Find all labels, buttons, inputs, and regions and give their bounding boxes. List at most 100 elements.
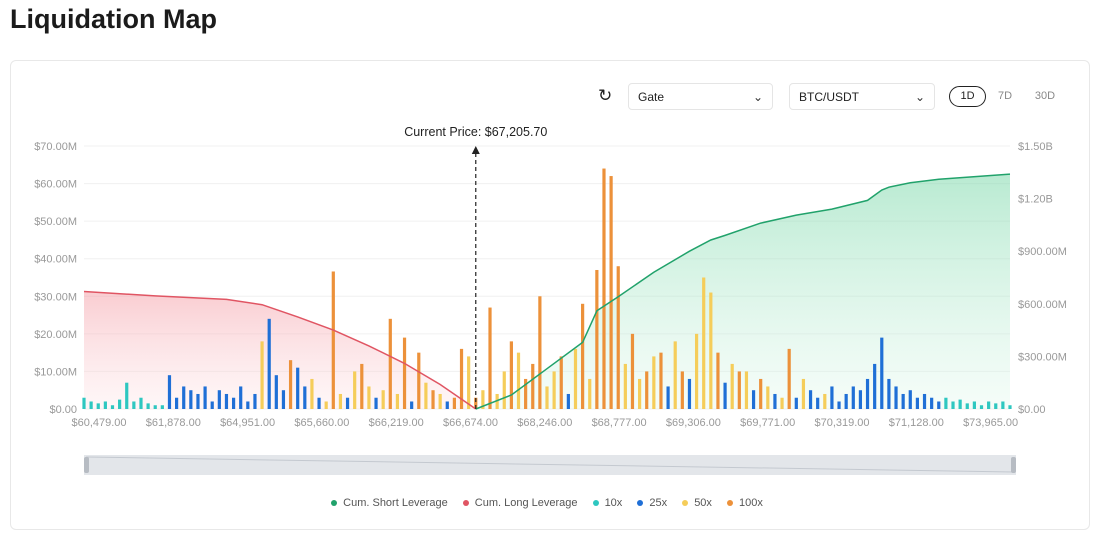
legend-100x[interactable]: 100x <box>727 497 763 509</box>
legend-25x[interactable]: 25x <box>637 497 667 509</box>
10x-dot-icon <box>592 500 599 507</box>
bar-100x <box>360 363 364 409</box>
bar-50x <box>552 371 556 409</box>
bar-25x <box>666 386 670 409</box>
bar-100x <box>459 348 464 409</box>
bar-50x <box>516 352 521 409</box>
bar-50x <box>367 386 371 409</box>
25x-dot-icon <box>637 500 644 507</box>
bar-50x <box>573 348 578 409</box>
pair-value: BTC/USDT <box>799 90 859 104</box>
x-tick-label: $70,319.00 <box>814 417 869 429</box>
bar-25x <box>887 378 891 409</box>
bar-10x <box>118 399 122 409</box>
bar-25x <box>851 386 855 409</box>
left-tick-label: $30.00M <box>34 291 77 303</box>
bar-25x <box>773 393 777 409</box>
bar-100x <box>488 307 492 409</box>
bar-10x <box>125 382 129 409</box>
right-tick-label: $600.00M <box>1018 299 1067 311</box>
bar-100x <box>431 390 435 409</box>
legend-label: Cum. Short Leverage <box>343 497 448 509</box>
bar-10x <box>972 401 976 409</box>
bar-25x <box>231 397 236 409</box>
legend-short[interactable]: Cum. Short Leverage <box>331 497 448 509</box>
pair-select[interactable]: BTC/USDT ⌄ <box>789 83 935 110</box>
bar-25x <box>894 386 898 409</box>
left-tick-label: $0.00 <box>49 404 77 416</box>
bar-25x <box>844 393 848 409</box>
period-30d[interactable]: 30D <box>1034 90 1056 102</box>
x-tick-label: $60,479.00 <box>71 417 126 429</box>
bar-10x <box>958 399 962 409</box>
legend-long[interactable]: Cum. Long Leverage <box>462 497 578 509</box>
refresh-icon[interactable]: ↻ <box>598 86 613 105</box>
bar-100x <box>288 360 293 409</box>
slider-handle-left[interactable] <box>84 457 89 473</box>
legend-label: 25x <box>649 497 668 509</box>
legend: Cum. Short Leverage Cum. Long Leverage 1… <box>0 497 1094 509</box>
bar-100x <box>630 333 635 409</box>
x-tick-label: $68,777.00 <box>592 417 647 429</box>
left-tick-label: $50.00M <box>34 216 77 228</box>
left-tick-label: $20.00M <box>34 329 77 341</box>
bar-10x <box>153 405 157 409</box>
bar-10x <box>89 401 93 409</box>
period-7d[interactable]: 7D <box>997 90 1013 102</box>
bar-10x <box>146 403 150 409</box>
bar-25x <box>908 390 912 409</box>
bar-100x <box>559 356 563 409</box>
bar-100x <box>659 352 663 409</box>
bar-50x <box>780 397 784 409</box>
exchange-value: Gate <box>638 90 665 104</box>
legend-10x[interactable]: 10x <box>592 497 623 509</box>
bar-50x <box>545 386 549 409</box>
cum-short-line <box>475 173 1011 410</box>
bar-10x <box>160 405 164 409</box>
bar-25x <box>175 397 179 409</box>
bar-100x <box>402 337 407 409</box>
legend-label: 10x <box>604 497 623 509</box>
bar-10x <box>110 405 115 409</box>
exchange-select[interactable]: Gate ⌄ <box>628 83 773 110</box>
legend-50x[interactable]: 50x <box>682 497 712 509</box>
bar-25x <box>837 401 841 409</box>
bar-10x <box>994 403 998 409</box>
x-tick-label: $68,246.00 <box>517 417 572 429</box>
bar-10x <box>139 397 143 409</box>
bar-10x <box>944 397 948 409</box>
bar-100x <box>509 341 513 409</box>
right-tick-label: $900.00M <box>1018 246 1067 258</box>
bar-100x <box>452 397 456 409</box>
bar-25x <box>196 393 200 409</box>
slider-handle-right[interactable] <box>1011 457 1016 473</box>
100x-dot-icon <box>727 500 733 507</box>
bar-25x <box>303 386 307 409</box>
bar-10x <box>979 405 984 409</box>
bar-50x <box>623 363 627 409</box>
bar-100x <box>602 168 606 409</box>
bar-50x <box>467 356 471 409</box>
bar-25x <box>865 378 870 409</box>
bar-50x <box>324 401 328 409</box>
bar-50x <box>381 390 385 409</box>
bar-25x <box>880 337 884 409</box>
bar-50x <box>766 386 770 409</box>
period-1d[interactable]: 1D <box>949 86 986 107</box>
arrow-up-icon <box>471 146 480 154</box>
bar-10x <box>132 401 136 409</box>
bar-50x <box>310 378 314 409</box>
bar-100x <box>645 371 649 409</box>
bar-50x <box>338 393 343 409</box>
x-tick-label: $66,219.00 <box>369 417 424 429</box>
bar-25x <box>167 375 172 409</box>
left-tick-label: $40.00M <box>34 254 77 266</box>
50x-dot-icon <box>682 500 689 507</box>
bar-50x <box>652 356 656 409</box>
bar-25x <box>182 386 186 409</box>
x-tick-label: $69,306.00 <box>666 417 721 429</box>
legend-label: 50x <box>694 497 712 509</box>
short-dot-icon <box>331 500 338 507</box>
right-tick-label: $0.00 <box>1018 404 1046 416</box>
